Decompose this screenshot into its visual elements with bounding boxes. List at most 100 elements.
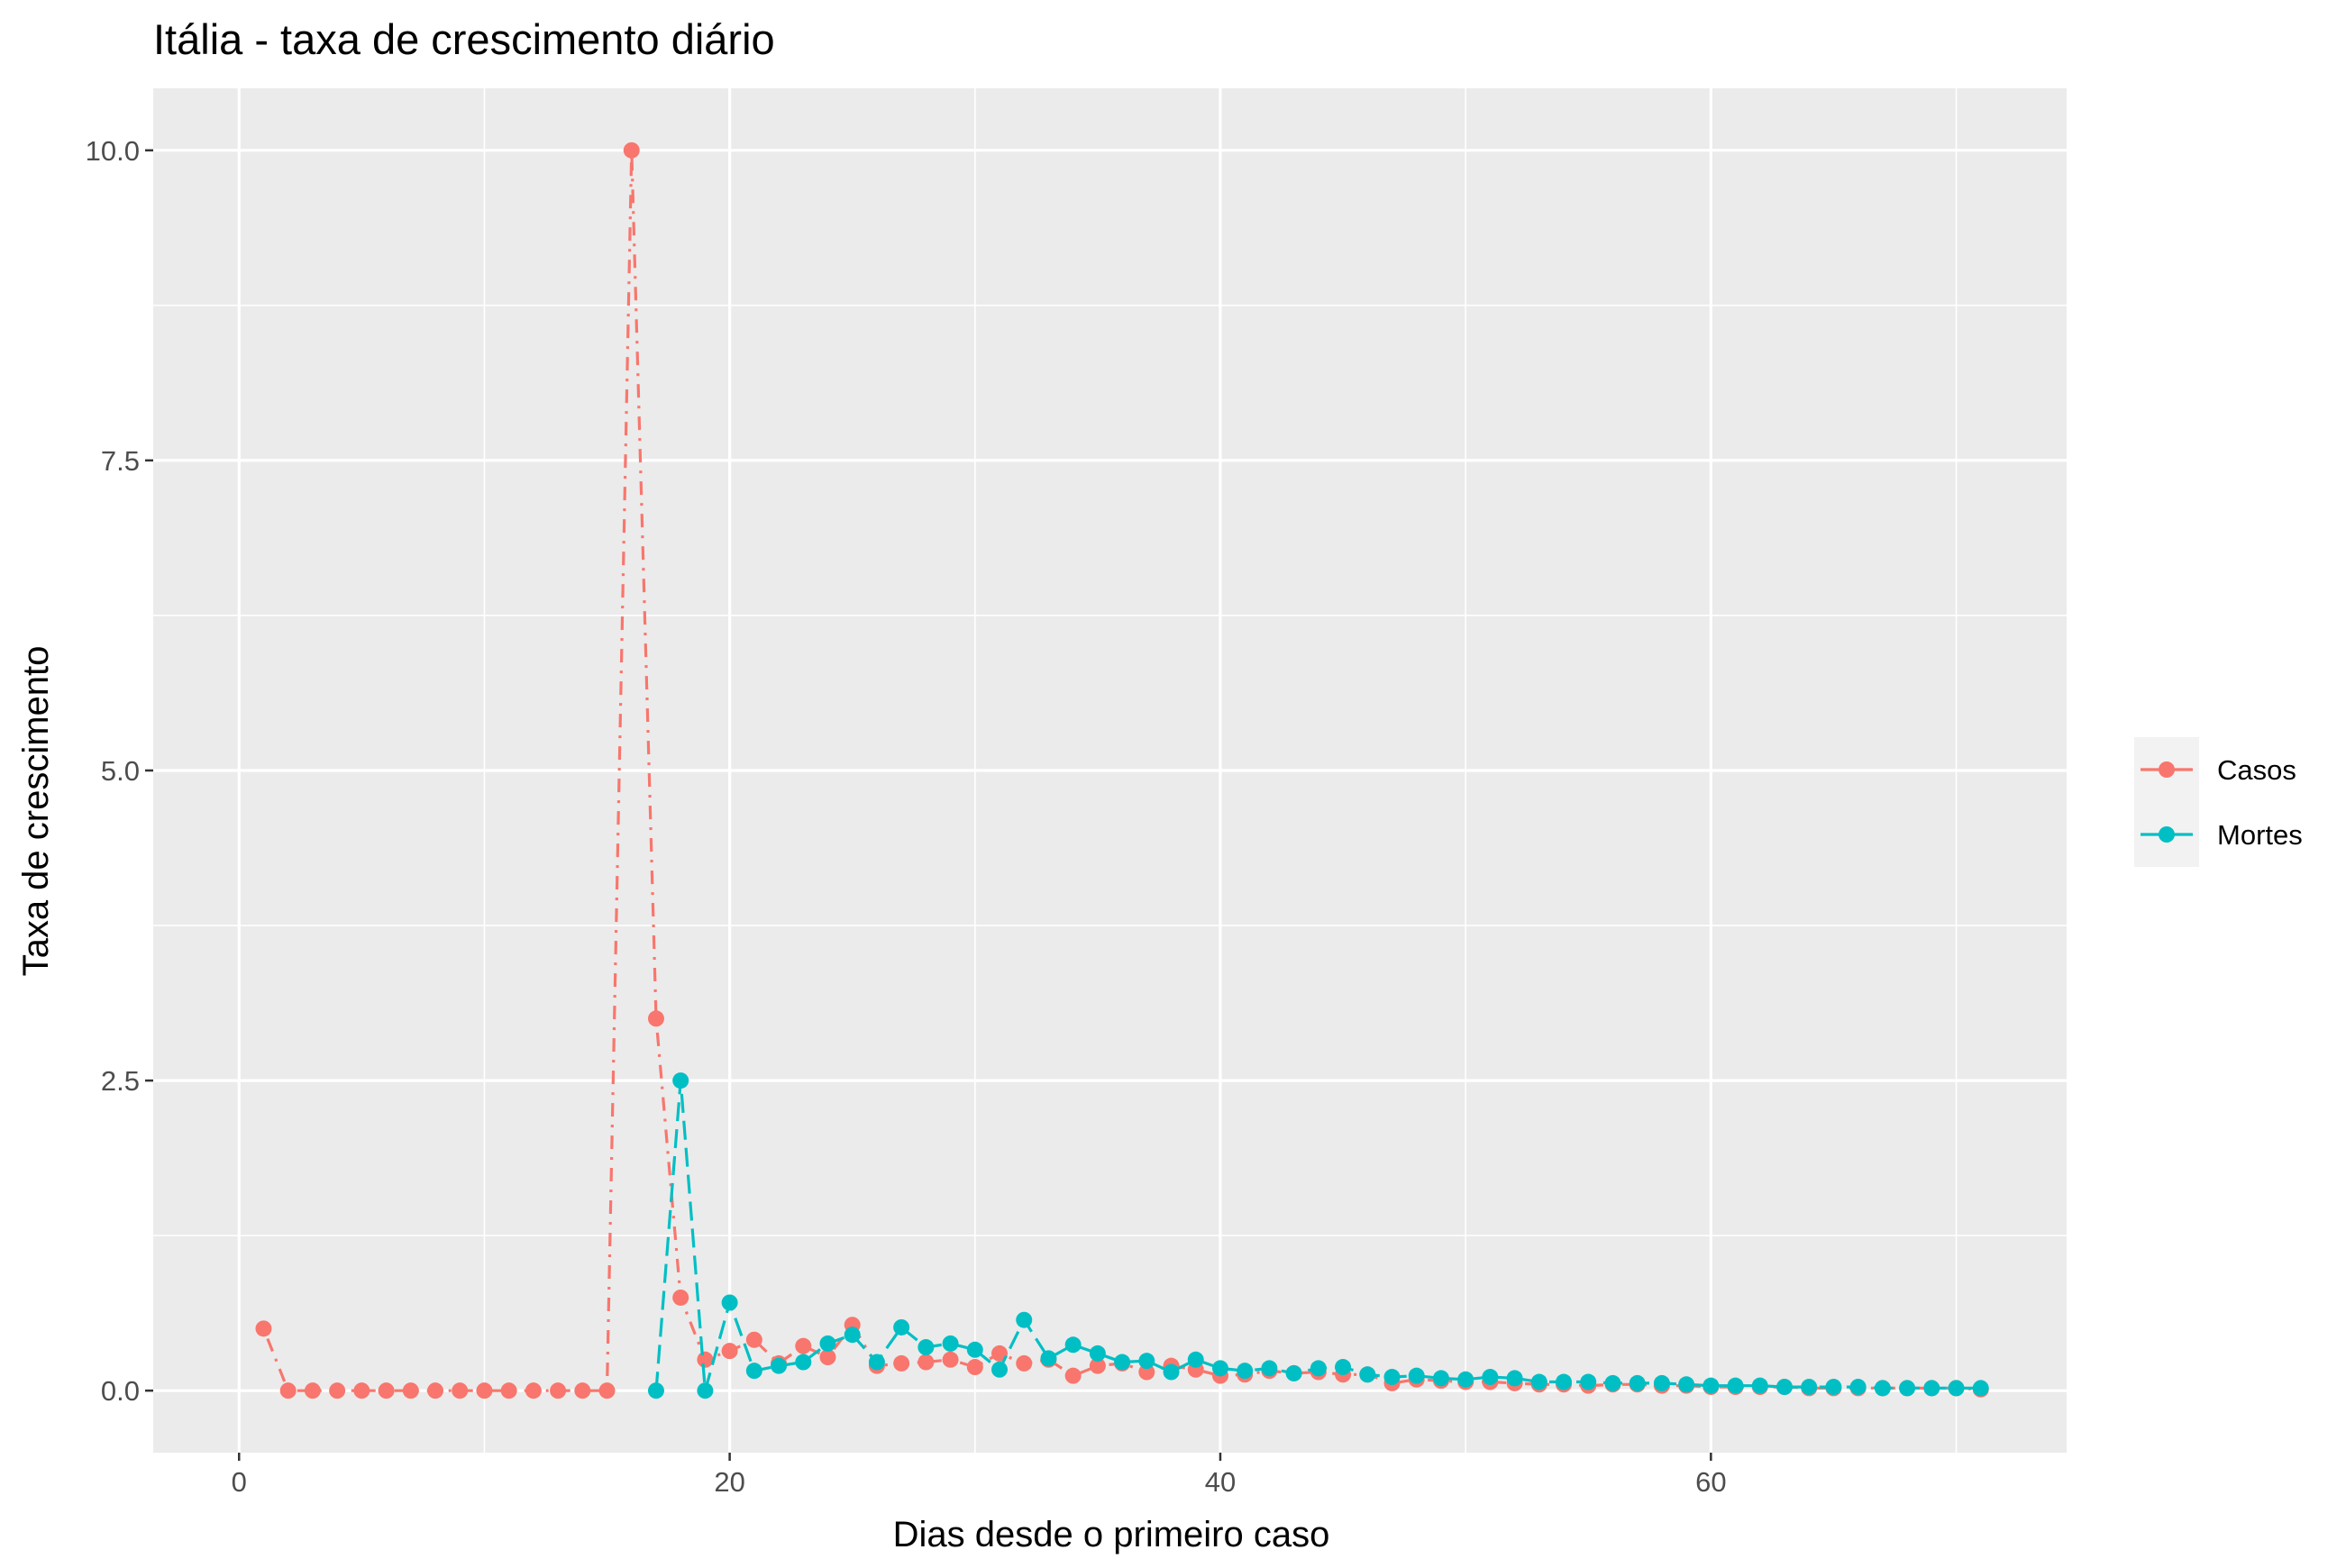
data-point <box>893 1318 910 1336</box>
data-point <box>378 1382 395 1399</box>
data-point <box>500 1382 517 1399</box>
data-point <box>966 1359 983 1376</box>
data-point <box>1408 1367 1425 1384</box>
data-point <box>1335 1359 1352 1376</box>
data-point <box>795 1354 812 1371</box>
data-point <box>304 1382 321 1399</box>
data-point <box>476 1382 493 1399</box>
data-point <box>1948 1380 1965 1397</box>
data-point <box>402 1382 419 1399</box>
data-point <box>1751 1377 1768 1394</box>
data-point <box>1187 1351 1204 1368</box>
data-point <box>1506 1370 1523 1387</box>
data-point <box>574 1382 591 1399</box>
data-point <box>697 1351 714 1368</box>
data-point <box>1849 1379 1867 1396</box>
data-point <box>745 1331 762 1348</box>
data-point <box>917 1354 935 1371</box>
data-point <box>1556 1373 1573 1390</box>
legend: Casos Mortes <box>2134 737 2303 867</box>
data-point <box>1923 1380 1940 1397</box>
data-point <box>1285 1364 1302 1381</box>
x-tick-label: 60 <box>1695 1466 1726 1498</box>
data-point <box>427 1382 444 1399</box>
series-layer <box>255 141 1989 1399</box>
data-point <box>1114 1354 1131 1371</box>
data-point <box>1727 1377 1744 1394</box>
data-point <box>1580 1373 1597 1390</box>
data-point <box>1775 1379 1793 1396</box>
series-mortes <box>647 1072 1989 1399</box>
data-point <box>329 1382 346 1399</box>
data-point <box>1310 1360 1327 1377</box>
data-point <box>1064 1367 1082 1384</box>
data-point <box>623 141 640 159</box>
data-point <box>1016 1311 1033 1328</box>
data-point <box>1138 1363 1155 1381</box>
data-point <box>721 1343 738 1360</box>
data-point <box>1604 1374 1621 1391</box>
data-point <box>1899 1380 1916 1397</box>
data-point <box>255 1320 272 1337</box>
data-point <box>1972 1380 1989 1397</box>
data-point <box>1653 1374 1670 1391</box>
data-point <box>868 1354 885 1371</box>
data-point <box>1211 1360 1228 1377</box>
data-point <box>1040 1350 1057 1367</box>
data-point <box>1874 1380 1891 1397</box>
data-point <box>1678 1376 1695 1393</box>
y-tick-label: 2.5 <box>101 1065 140 1097</box>
data-point <box>1064 1336 1082 1354</box>
data-point <box>991 1361 1009 1378</box>
data-point <box>672 1072 689 1089</box>
data-point <box>1138 1353 1155 1370</box>
data-point <box>1702 1377 1720 1394</box>
data-point <box>647 1382 664 1399</box>
chart-title: Itália - taxa de crescimento diário <box>153 15 775 63</box>
data-point <box>598 1382 616 1399</box>
data-point <box>550 1382 567 1399</box>
y-tick-label: 10.0 <box>86 135 140 167</box>
y-axis-title: Taxa de crescimento <box>16 646 56 977</box>
data-point <box>279 1382 297 1399</box>
data-point <box>1089 1345 1106 1362</box>
y-tick-label: 0.0 <box>101 1375 140 1407</box>
legend-key-point <box>2159 826 2175 843</box>
x-tick-label: 20 <box>714 1466 744 1498</box>
x-tick-label: 0 <box>232 1466 247 1498</box>
data-point <box>893 1354 910 1372</box>
data-point <box>819 1335 836 1352</box>
data-point <box>1261 1360 1278 1377</box>
data-point <box>1457 1371 1474 1388</box>
legend-key-point <box>2159 761 2175 778</box>
data-point <box>771 1357 788 1374</box>
data-point <box>1237 1363 1254 1380</box>
axes: 0 20 40 60 0.0 2.5 5.0 7.5 10.0 <box>86 135 1727 1498</box>
data-point <box>672 1289 689 1306</box>
x-tick-label: 40 <box>1205 1466 1236 1498</box>
data-point <box>1089 1357 1106 1374</box>
data-point <box>1530 1373 1547 1390</box>
data-point <box>966 1341 983 1358</box>
data-point <box>942 1335 959 1352</box>
data-point <box>452 1382 469 1399</box>
data-point <box>1016 1354 1033 1372</box>
legend-label: Mortes <box>2217 819 2303 851</box>
data-point <box>1825 1379 1842 1396</box>
data-point <box>353 1382 370 1399</box>
data-point <box>1163 1363 1180 1381</box>
data-point <box>917 1339 935 1356</box>
data-point <box>1801 1379 1818 1396</box>
grid <box>153 88 2067 1453</box>
data-point <box>795 1337 812 1354</box>
x-axis-title: Dias desde o primeiro caso <box>893 1515 1330 1554</box>
legend-label: Casos <box>2217 754 2296 786</box>
data-point <box>844 1326 861 1344</box>
y-tick-label: 5.0 <box>101 755 140 787</box>
data-point <box>1629 1374 1646 1391</box>
data-point <box>1482 1369 1499 1386</box>
data-point <box>721 1294 738 1311</box>
data-point <box>745 1363 762 1380</box>
data-point <box>819 1349 836 1366</box>
